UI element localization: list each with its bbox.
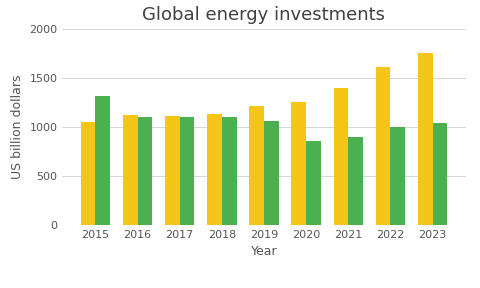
Bar — [123, 115, 138, 225]
Bar — [138, 117, 152, 225]
Bar — [165, 116, 180, 225]
Bar — [432, 123, 447, 225]
Bar — [291, 102, 306, 225]
Bar — [264, 121, 279, 225]
Title: Global energy investments: Global energy investments — [143, 6, 385, 24]
Bar — [222, 117, 237, 225]
Bar — [376, 67, 390, 225]
Y-axis label: US billion dollars: US billion dollars — [11, 75, 24, 179]
Bar — [207, 114, 222, 225]
Bar — [390, 127, 405, 225]
Bar — [96, 96, 110, 225]
Bar — [348, 137, 363, 225]
Bar — [334, 88, 348, 225]
Bar — [306, 141, 321, 225]
Bar — [418, 53, 432, 225]
Bar — [180, 117, 194, 225]
Bar — [81, 122, 96, 225]
X-axis label: Year: Year — [251, 245, 277, 258]
Bar — [249, 106, 264, 225]
